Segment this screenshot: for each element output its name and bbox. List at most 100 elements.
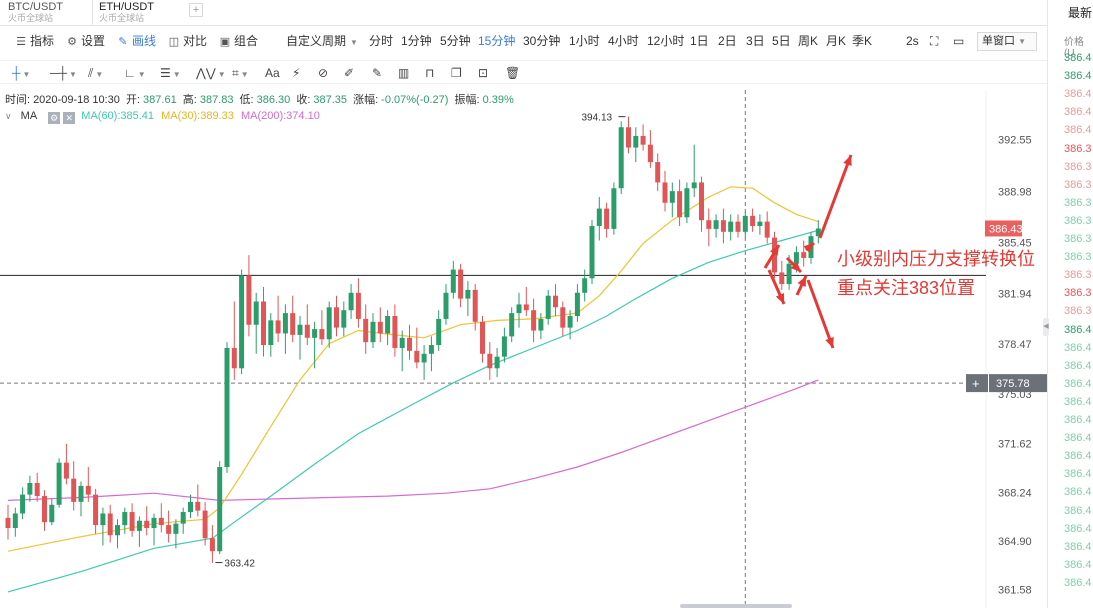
compare-icon: ◫ <box>168 36 180 48</box>
period-option[interactable]: 月K <box>826 34 847 48</box>
trade-price: 386.3 <box>1064 305 1092 318</box>
plus-icon: + <box>972 376 980 391</box>
period-option[interactable]: 12小时 <box>647 34 685 48</box>
candle-body <box>27 482 33 495</box>
symbol-tabbar: BTC/USDT 火币全球站 ETH/USDT 火币全球站 + <box>0 0 1047 26</box>
candle-body <box>173 523 179 534</box>
crosshair-plus-button[interactable] <box>966 374 988 393</box>
ma60-value: MA(60):385.41 <box>81 110 155 122</box>
candle-body <box>385 316 391 334</box>
candle-body <box>662 182 668 203</box>
trash-icon[interactable]: 🗑 <box>505 66 521 80</box>
period-option[interactable]: 1日 <box>690 34 709 48</box>
channel-tool[interactable]: ⫽ ▼ <box>88 66 104 80</box>
fib-tool[interactable]: ☰ ▼ <box>160 66 181 80</box>
angle-tool[interactable]: ∟ ▼ <box>124 66 146 80</box>
add-tab-button[interactable]: + <box>189 3 203 17</box>
candlestick-chart[interactable]: 392.55388.98385.45381.94378.47375.03371.… <box>0 90 1047 608</box>
ma30-line <box>7 186 819 552</box>
ma-settings-icon[interactable]: ⚙ <box>48 112 61 124</box>
candle-body <box>757 221 763 226</box>
text-tool[interactable]: Aa <box>265 66 280 80</box>
candle-body <box>436 318 442 346</box>
trade-price: 386.4 <box>1064 558 1092 571</box>
last-price-tag <box>985 220 1022 237</box>
candle-body <box>304 324 310 338</box>
collapse-icon[interactable]: ∨ <box>5 111 12 121</box>
lock-icon[interactable]: ⊓ <box>425 66 435 80</box>
tab-btc-usdt[interactable]: BTC/USDT 火币全球站 <box>2 0 92 26</box>
candle-body <box>472 289 478 322</box>
period-option[interactable]: 季K <box>852 34 873 48</box>
ruler-icon[interactable]: ✐ <box>344 66 355 80</box>
combine-button[interactable]: ▣ 组合 <box>219 34 259 48</box>
candle-body <box>677 191 683 218</box>
candle-body <box>268 320 274 346</box>
crosshair-price-tag <box>989 374 1047 393</box>
candle-body <box>626 127 631 148</box>
ma-close-icon[interactable]: ✕ <box>63 112 76 124</box>
trade-price: 386.3 <box>1064 178 1092 191</box>
copy-icon[interactable]: ❐ <box>451 66 462 80</box>
candle-body <box>129 512 135 531</box>
period-option[interactable]: 3日 <box>746 34 765 48</box>
period-option[interactable]: 4小时 <box>608 34 639 48</box>
compare-button[interactable]: ◫ 对比 <box>168 34 208 48</box>
tab-eth-usdt[interactable]: ETH/USDT 火币全球站 <box>92 0 182 26</box>
wave-tool[interactable]: ⋀⋁ ▼ <box>196 66 226 80</box>
candle-body <box>443 292 449 319</box>
candle-icon[interactable]: ▥ <box>398 66 410 80</box>
period-option[interactable]: 1小时 <box>569 34 600 48</box>
measure-tool[interactable]: ⌗ ▼ <box>232 66 249 80</box>
candle-body <box>217 467 223 552</box>
candle-body <box>56 462 62 505</box>
period-option[interactable]: 15分钟 <box>478 34 516 48</box>
annotation-line1: 小级别内压力支撑转换位 <box>837 249 1035 269</box>
top-toolbar: ☰ 指标 ⚙ 设置 ✎ 画线 ◫ 对比 ▣ 组合 自定义周期 ▼ 分时 1分钟 5分钟 15分钟 3… <box>0 29 1047 53</box>
chart-scrollbar[interactable] <box>680 604 792 608</box>
hide-icon[interactable]: ⊡ <box>478 66 489 80</box>
period-option[interactable]: 5分钟 <box>440 34 471 48</box>
candle-body <box>611 188 617 229</box>
ma-legend: ∨ MA ⚙ ✕ MA(60):385.41 MA(30):389.33 MA(2… <box>5 110 320 124</box>
eraser-icon[interactable]: ✎ <box>372 66 383 80</box>
custom-period-dropdown[interactable]: 自定义周期 ▼ <box>286 34 358 48</box>
period-option[interactable]: 周K <box>798 34 819 48</box>
trade-price: 386.3 <box>1064 287 1092 300</box>
refresh-interval[interactable]: 2s <box>906 34 919 48</box>
period-option[interactable]: 5日 <box>772 34 791 48</box>
candle-body <box>699 182 704 221</box>
fullscreen-icon[interactable]: ⛶ <box>930 34 939 48</box>
annotation-arrow-down-1-head <box>775 293 785 304</box>
trade-price: 386.4 <box>1064 540 1092 553</box>
candle-body <box>377 321 383 334</box>
candle-body <box>334 307 339 328</box>
panel-collapse-handle[interactable]: ◀ <box>1043 318 1049 336</box>
candle-body <box>647 144 653 163</box>
magnet-icon[interactable]: ⊘ <box>318 66 329 80</box>
crosshair-tool[interactable]: ┼ ▼ <box>12 66 31 80</box>
candle-body <box>261 301 266 346</box>
candle-body <box>480 321 485 354</box>
candle-body <box>487 353 493 369</box>
candle-body <box>531 310 537 331</box>
single-window-dropdown[interactable]: 单窗口 ▼ <box>977 32 1037 51</box>
period-option[interactable]: 1分钟 <box>401 34 432 48</box>
settings-button[interactable]: ⚙ 设置 <box>65 33 105 49</box>
period-option[interactable]: 2日 <box>718 34 737 48</box>
candle-body <box>633 135 639 148</box>
draw-button[interactable]: ✎ 画线 <box>116 33 156 49</box>
period-option[interactable]: 30分钟 <box>523 34 561 48</box>
indicator-button[interactable]: ☰ 指标 <box>14 33 54 49</box>
trade-price: 386.4 <box>1064 106 1092 119</box>
line-tool[interactable]: ─┼ ▼ <box>50 66 77 80</box>
candle-body <box>750 215 756 226</box>
period-option[interactable]: 分时 <box>369 34 394 48</box>
trade-price: 386.4 <box>1064 522 1092 535</box>
candle-body <box>151 517 157 529</box>
candle-body <box>42 496 47 523</box>
candle-body <box>158 517 164 526</box>
window-icon[interactable]: ▭ <box>953 34 965 48</box>
latest-trades-panel: 最新 价格(U 386.4 386.4 386.4 386.4 386.4 386.3 38… <box>1047 0 1093 608</box>
pattern-icon[interactable]: ⚡ <box>292 66 301 80</box>
